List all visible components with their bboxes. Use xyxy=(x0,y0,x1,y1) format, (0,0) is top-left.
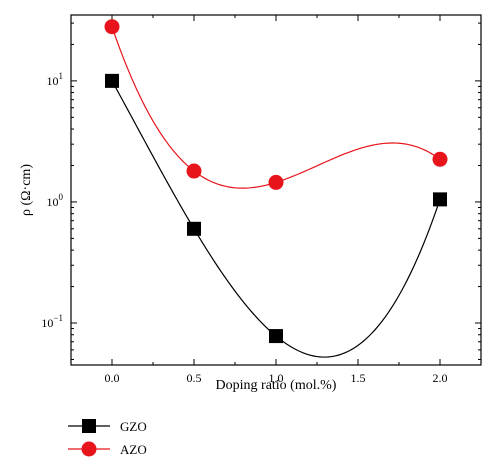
point-azo xyxy=(268,174,284,190)
x-tick-label: 1.0 xyxy=(269,371,284,385)
point-gzo xyxy=(105,73,119,88)
x-tick-label: 0.5 xyxy=(187,371,202,385)
ticks xyxy=(71,15,481,365)
legend-azo-marker xyxy=(81,441,97,457)
x-tick-label: 1.5 xyxy=(351,371,366,385)
series-line-gzo xyxy=(111,80,441,358)
y-tick-label: 10−1 xyxy=(41,313,63,330)
y-tick-label: 101 xyxy=(47,71,64,88)
series-line-azo xyxy=(111,26,441,189)
tick-labels: 0.0 0.5 1.0 1.5 2.0 101 100 10−1 xyxy=(41,71,447,385)
x-tick-label: 2.0 xyxy=(433,371,448,385)
plot-frame-group xyxy=(70,14,482,366)
legend: GZO AZO xyxy=(68,419,147,457)
legend-gzo-marker xyxy=(82,419,96,433)
y-axis-title: ρ (Ω·cm) xyxy=(19,164,34,216)
point-azo xyxy=(432,151,448,167)
plot-frame xyxy=(70,14,482,366)
y-tick-label: 100 xyxy=(47,192,64,209)
point-azo xyxy=(186,163,202,179)
point-gzo xyxy=(433,192,447,207)
series-curves xyxy=(111,26,441,358)
point-azo xyxy=(104,19,120,35)
x-axis-title: Doping ratio (mol.%) xyxy=(216,378,337,393)
point-gzo xyxy=(187,221,201,236)
x-tick-label: 0.0 xyxy=(105,371,120,385)
series-markers xyxy=(104,19,448,344)
point-gzo xyxy=(269,329,283,344)
legend-gzo-label: GZO xyxy=(120,419,147,434)
legend-azo-label: AZO xyxy=(120,442,147,457)
